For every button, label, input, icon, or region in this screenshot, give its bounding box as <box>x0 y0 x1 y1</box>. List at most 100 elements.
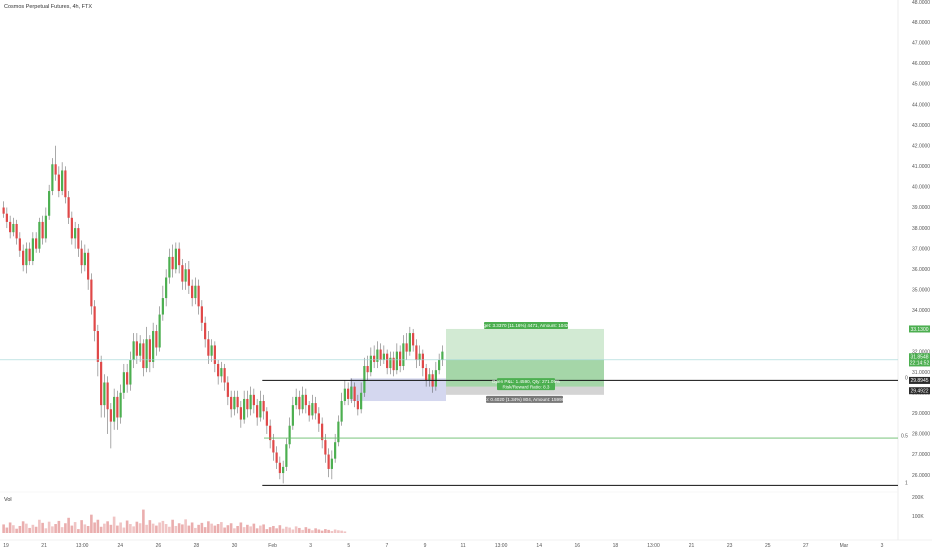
candle-body <box>386 353 389 369</box>
candle-body <box>366 366 369 373</box>
price-badge-box <box>909 376 930 384</box>
volume-bar <box>129 524 132 533</box>
volume-bar <box>54 524 57 533</box>
candle-body <box>256 405 259 418</box>
candle-body <box>291 405 294 426</box>
volume-bar <box>307 528 311 533</box>
candle-body <box>51 164 54 192</box>
candle-body <box>57 174 60 192</box>
candle-body <box>415 345 418 360</box>
volume-bar <box>327 529 330 533</box>
candle-body <box>350 386 353 399</box>
candle-body <box>340 401 343 422</box>
candle-body <box>334 442 337 459</box>
candle-body <box>311 403 314 416</box>
candle-body <box>187 269 190 286</box>
candle-body <box>269 425 272 441</box>
volume-bar <box>291 529 295 533</box>
candle-body <box>308 405 311 416</box>
candle-body <box>5 213 8 222</box>
target-label-box <box>484 321 568 329</box>
candle-body <box>402 343 405 367</box>
candle-body <box>87 252 90 280</box>
volume-bar <box>99 526 103 533</box>
volume-bar <box>213 525 217 533</box>
candle-body <box>129 359 132 385</box>
candle-body <box>28 248 31 262</box>
volume-bar <box>57 520 61 533</box>
candle-body <box>168 256 171 278</box>
candle-body <box>161 298 164 315</box>
candle-body <box>126 372 129 385</box>
volume-bar <box>51 526 54 533</box>
volume-bar <box>44 528 48 533</box>
x-tick-label: 24 <box>117 543 123 549</box>
x-tick-label: 23 <box>727 543 733 549</box>
volume-bar <box>340 530 343 533</box>
volume-bar <box>236 525 239 533</box>
volume-bar <box>239 522 243 533</box>
entry-label-line2: Risk/Reward Ratio: 8.3 <box>503 384 550 389</box>
candle-body <box>330 458 333 469</box>
volume-bar <box>171 519 174 533</box>
volume-bar <box>83 524 87 533</box>
volume-bar <box>5 527 9 533</box>
candle-body <box>22 250 25 266</box>
volume-bar <box>177 523 181 533</box>
volume-bar <box>109 524 113 533</box>
volume-bar <box>320 530 324 533</box>
candle-body <box>113 396 116 422</box>
volume-bar <box>268 527 272 533</box>
volume-bar <box>197 524 200 533</box>
volume-bar <box>337 530 340 533</box>
volume-bar <box>174 525 178 533</box>
volume-bar <box>47 521 51 533</box>
x-tick-label: 16 <box>575 543 581 549</box>
volume-bar <box>314 528 317 533</box>
candle-body <box>301 394 304 410</box>
candle-body <box>428 374 431 381</box>
candle-body <box>41 221 44 239</box>
volume-bar <box>122 527 126 533</box>
candle-body <box>77 228 80 249</box>
candle-body <box>395 351 398 371</box>
volume-bar <box>311 530 314 533</box>
volume-bar <box>164 524 168 533</box>
candle-body <box>425 368 428 381</box>
y-tick-label: 39.0000 <box>912 205 930 211</box>
y-tick-label: 28.0000 <box>912 432 930 438</box>
candle-body <box>282 466 285 474</box>
volume-bar <box>242 527 246 533</box>
y-tick-label: 34.0000 <box>912 308 930 314</box>
volume-bar <box>93 522 96 533</box>
candle-body <box>246 398 249 410</box>
y-tick-label: 40.0000 <box>912 185 930 191</box>
volume-bar <box>294 526 298 533</box>
volume-bar <box>298 527 301 533</box>
candle-body <box>25 248 28 266</box>
candle-body <box>184 269 187 282</box>
candle-body <box>265 411 268 426</box>
candle-body <box>38 221 41 249</box>
candle-body <box>382 353 385 360</box>
price-badge: 33.1300 <box>910 327 928 333</box>
x-tick-label: 3 <box>309 543 312 549</box>
y-tick-label: 45.0000 <box>912 82 930 88</box>
candle-body <box>207 339 210 356</box>
volume-bar <box>148 520 152 533</box>
volume-bar <box>265 529 269 533</box>
x-tick-label: 9 <box>424 543 427 549</box>
y-tick-label: 48.0000 <box>912 20 930 26</box>
support-zone <box>350 378 446 402</box>
volume-bar <box>281 528 285 533</box>
candle-body <box>408 333 411 352</box>
candle-body <box>210 345 213 356</box>
candle-body <box>181 265 184 282</box>
candle-body <box>145 339 148 369</box>
candle-body <box>48 191 51 216</box>
candle-body <box>213 345 216 364</box>
volume-bar <box>21 521 25 533</box>
y-tick-label: 48.0000 <box>912 0 930 6</box>
